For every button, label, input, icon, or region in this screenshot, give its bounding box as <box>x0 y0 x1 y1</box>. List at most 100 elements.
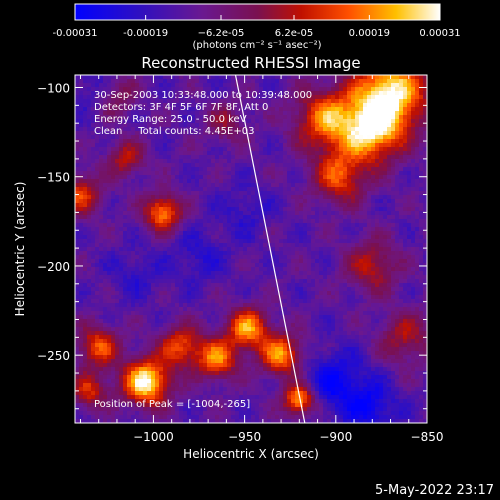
heatmap-cell <box>227 187 231 191</box>
heatmap-cell <box>231 299 235 303</box>
heatmap-cell <box>151 251 155 255</box>
heatmap-cell <box>267 279 271 283</box>
heatmap-cell <box>243 99 247 103</box>
heatmap-cell <box>151 135 155 139</box>
heatmap-cell <box>363 163 367 167</box>
heatmap-cell <box>179 259 183 263</box>
heatmap-cell <box>355 123 359 127</box>
heatmap-cell <box>231 211 235 215</box>
heatmap-cell <box>227 199 231 203</box>
heatmap-cell <box>215 115 219 119</box>
heatmap-cell <box>411 107 415 111</box>
heatmap-cell <box>415 155 419 159</box>
heatmap-cell <box>231 195 235 199</box>
heatmap-cell <box>275 235 279 239</box>
heatmap-cell <box>211 175 215 179</box>
heatmap-cell <box>247 103 251 107</box>
heatmap-cell <box>143 179 147 183</box>
heatmap-cell <box>331 139 335 143</box>
heatmap-cell <box>131 187 135 191</box>
heatmap-cell <box>419 263 423 267</box>
heatmap-cell <box>95 131 99 135</box>
heatmap-cell <box>247 191 251 195</box>
heatmap-cell <box>319 115 323 119</box>
heatmap-cell <box>243 187 247 191</box>
heatmap-cell <box>171 211 175 215</box>
heatmap-cell <box>287 91 291 95</box>
heatmap-cell <box>411 275 415 279</box>
heatmap-cell <box>327 183 331 187</box>
heatmap-cell <box>251 299 255 303</box>
heatmap-cell <box>91 95 95 99</box>
heatmap-cell <box>215 99 219 103</box>
heatmap-cell <box>227 119 231 123</box>
heatmap-cell <box>179 215 183 219</box>
heatmap-cell <box>267 299 271 303</box>
heatmap-cell <box>311 271 315 275</box>
heatmap-cell <box>411 191 415 195</box>
heatmap-cell <box>415 223 419 227</box>
heatmap-cell <box>295 243 299 247</box>
heatmap-cell <box>255 191 259 195</box>
heatmap-cell <box>75 255 79 259</box>
heatmap-cell <box>251 103 255 107</box>
heatmap-cell <box>115 247 119 251</box>
heatmap-cell <box>207 151 211 155</box>
heatmap-cell <box>127 183 131 187</box>
heatmap-cell <box>159 107 163 111</box>
heatmap-cell <box>107 271 111 275</box>
heatmap-cell <box>135 191 139 195</box>
heatmap-cell <box>187 203 191 207</box>
heatmap-cell <box>215 127 219 131</box>
heatmap-cell <box>187 239 191 243</box>
heatmap-cell <box>403 199 407 203</box>
heatmap-cell <box>119 255 123 259</box>
heatmap-cell <box>207 95 211 99</box>
heatmap-cell <box>379 99 383 103</box>
heatmap-cell <box>243 295 247 299</box>
heatmap-cell <box>123 87 127 91</box>
heatmap-cell <box>171 135 175 139</box>
heatmap-cell <box>283 99 287 103</box>
heatmap-cell <box>323 143 327 147</box>
heatmap-cell <box>167 163 171 167</box>
heatmap-cell <box>419 215 423 219</box>
heatmap-cell <box>303 115 307 119</box>
heatmap-cell <box>383 239 387 243</box>
heatmap-cell <box>419 275 423 279</box>
heatmap-cell <box>191 287 195 291</box>
heatmap-cell <box>423 147 427 151</box>
heatmap-cell <box>323 191 327 195</box>
heatmap-cell <box>131 215 135 219</box>
heatmap-cell <box>123 115 127 119</box>
heatmap-cell <box>219 135 223 139</box>
heatmap-cell <box>187 271 191 275</box>
heatmap-cell <box>99 127 103 131</box>
heatmap-cell <box>155 107 159 111</box>
heatmap-cell <box>219 147 223 151</box>
heatmap-cell <box>95 103 99 107</box>
heatmap-cell <box>335 155 339 159</box>
heatmap-cell <box>419 127 423 131</box>
heatmap-cell <box>331 147 335 151</box>
heatmap-cell <box>283 151 287 155</box>
heatmap-cell <box>227 175 231 179</box>
heatmap-cell <box>147 159 151 163</box>
heatmap-cell <box>107 207 111 211</box>
heatmap-cell <box>339 79 343 83</box>
heatmap-cell <box>279 135 283 139</box>
heatmap-cell <box>159 135 163 139</box>
heatmap-cell <box>287 155 291 159</box>
heatmap-cell <box>115 295 119 299</box>
heatmap-cell <box>159 231 163 235</box>
heatmap-cell <box>99 163 103 167</box>
heatmap-cell <box>359 119 363 123</box>
heatmap-cell <box>383 91 387 95</box>
heatmap-cell <box>315 195 319 199</box>
heatmap-cell <box>271 179 275 183</box>
heatmap-cell <box>307 87 311 91</box>
heatmap-cell <box>287 235 291 239</box>
heatmap-cell <box>79 135 83 139</box>
heatmap-cell <box>215 243 219 247</box>
heatmap-cell <box>223 139 227 143</box>
